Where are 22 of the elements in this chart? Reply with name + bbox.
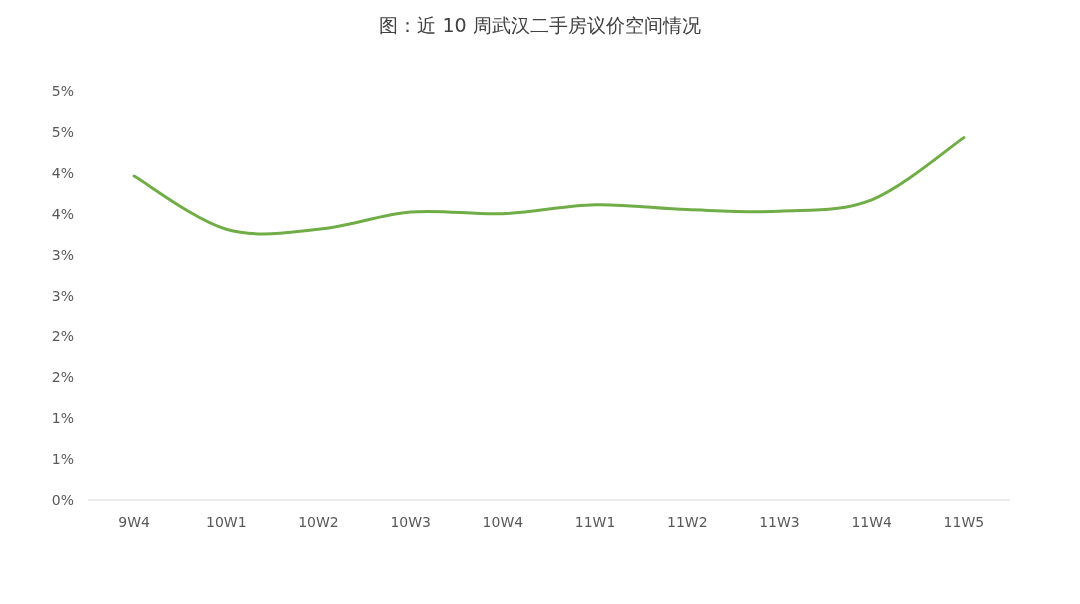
x-tick-label: 11W4 [851, 514, 893, 530]
x-tick-label: 11W3 [759, 514, 800, 530]
y-tick-label: 3% [51, 287, 74, 304]
y-tick-label: 2% [51, 369, 74, 386]
x-tick-label: 9W4 [118, 514, 151, 530]
x-tick-label: 10W1 [206, 514, 247, 530]
x-tick-label: 11W1 [574, 514, 616, 530]
y-tick-label: 0% [51, 492, 74, 508]
x-tick-label: 10W4 [482, 514, 524, 530]
x-tick-label: 10W2 [298, 514, 339, 530]
x-tick-label: 10W3 [390, 514, 431, 530]
y-tick-label: 4% [51, 205, 74, 222]
y-tick-label: 5% [51, 123, 74, 140]
y-tick-label: 5% [51, 83, 74, 99]
y-tick-label: 1% [51, 451, 74, 468]
chart-title: 图：近 10 周武汉二手房议价空间情况 [379, 14, 701, 36]
y-tick-label: 1% [51, 410, 74, 427]
x-tick-label: 11W5 [943, 514, 985, 530]
y-tick-label: 2% [51, 328, 74, 345]
y-tick-label: 4% [51, 164, 74, 181]
y-tick-label: 3% [51, 246, 74, 263]
x-tick-label: 11W2 [667, 514, 708, 530]
